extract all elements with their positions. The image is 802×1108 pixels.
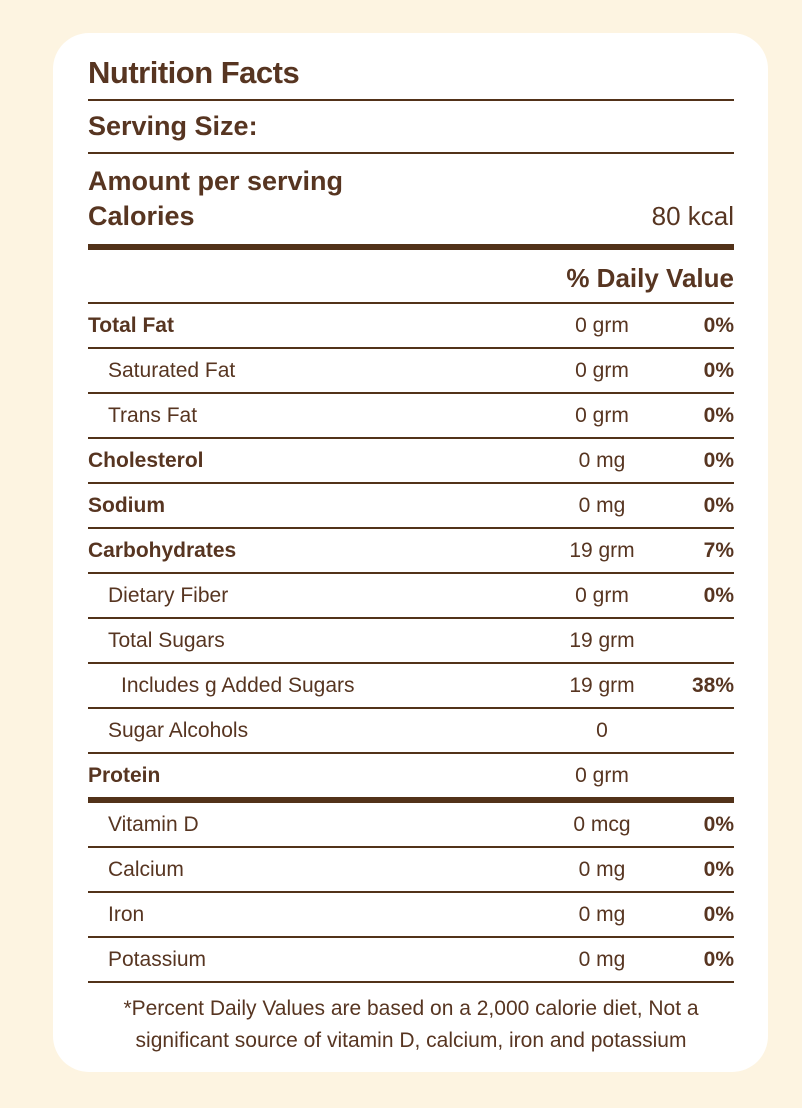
nutrient-amount: 0 grm bbox=[575, 583, 629, 607]
nutrient-row: Vitamin D 0 mcg 0% bbox=[88, 803, 734, 848]
nutrient-percent: 0% bbox=[703, 403, 734, 427]
nutrient-label: Cholesterol bbox=[88, 448, 204, 472]
nutrient-label: Carbohydrates bbox=[88, 538, 237, 562]
nutrient-row: Sodium 0 mg 0% bbox=[88, 484, 734, 529]
nutrient-amount: 19 grm bbox=[569, 628, 635, 652]
nutrient-label: Trans Fat bbox=[108, 403, 198, 427]
nutrient-percent: 38% bbox=[691, 673, 734, 697]
nutrient-amount: 0 bbox=[596, 718, 608, 742]
nutrient-row: Iron 0 mg 0% bbox=[88, 893, 734, 938]
nutrient-label: Dietary Fiber bbox=[108, 583, 229, 607]
nutrient-amount: 0 grm bbox=[575, 403, 629, 427]
daily-value-header: % Daily Value bbox=[88, 250, 734, 304]
nutrient-amount: 0 mg bbox=[578, 857, 626, 881]
nutrient-label: Iron bbox=[108, 902, 145, 926]
nutrient-label: Calcium bbox=[108, 857, 184, 881]
thick-divider-top bbox=[88, 244, 734, 250]
nutrient-percent: 0% bbox=[703, 493, 734, 517]
nutrient-amount: 19 grm bbox=[569, 673, 635, 697]
serving-size-label: Serving Size: bbox=[88, 101, 734, 154]
nutrient-row: Total Fat 0 grm 0% bbox=[88, 304, 734, 349]
nutrient-row: Total Sugars 19 grm bbox=[88, 619, 734, 664]
nutrient-label: Saturated Fat bbox=[108, 358, 236, 382]
nutrient-percent: 0% bbox=[703, 358, 734, 382]
nutrient-row: Saturated Fat 0 grm 0% bbox=[88, 349, 734, 394]
nutrient-label: Sodium bbox=[88, 493, 165, 517]
nutrient-row: Carbohydrates 19 grm 7% bbox=[88, 529, 734, 574]
nutrient-row: Cholesterol 0 mg 0% bbox=[88, 439, 734, 484]
nutrient-amount: 0 mg bbox=[578, 947, 626, 971]
nutrient-label: Potassium bbox=[108, 947, 207, 971]
nutrient-label: Total Sugars bbox=[108, 628, 225, 652]
nutrient-label: Vitamin D bbox=[108, 812, 199, 836]
amount-per-serving-label: Amount per serving bbox=[88, 166, 344, 196]
nutrient-row: Includes g Added Sugars 19 grm 38% bbox=[88, 664, 734, 709]
nutrient-row: Potassium 0 mg 0% bbox=[88, 938, 734, 983]
nutrient-amount: 0 mg bbox=[578, 493, 626, 517]
nutrient-label: Includes g Added Sugars bbox=[121, 673, 355, 697]
nutrient-label: Total Fat bbox=[88, 313, 174, 337]
nutrient-percent: 0% bbox=[703, 857, 734, 881]
nutrient-percent: 0% bbox=[703, 583, 734, 607]
footnote-text: *Percent Daily Values are based on a 2,0… bbox=[123, 997, 699, 1052]
nutrient-percent: 0% bbox=[703, 313, 734, 337]
nutrient-percent: 0% bbox=[703, 448, 734, 472]
nutrient-row: Dietary Fiber 0 grm 0% bbox=[88, 574, 734, 619]
nutrient-amount: 0 mcg bbox=[573, 812, 631, 836]
nutrient-amount: 0 grm bbox=[575, 313, 629, 337]
nutrient-amount: 0 grm bbox=[575, 763, 629, 787]
nutrient-amount: 0 mg bbox=[578, 902, 626, 926]
nutrient-label: Protein bbox=[88, 763, 161, 787]
nutrient-row: Calcium 0 mg 0% bbox=[88, 848, 734, 893]
nutrient-percent: 0% bbox=[703, 812, 734, 836]
nutrient-percent: 7% bbox=[703, 538, 734, 562]
nutrient-amount: 0 mg bbox=[578, 448, 626, 472]
nutrient-row: Sugar Alcohols 0 bbox=[88, 709, 734, 754]
nutrition-facts-card: Nutrition Facts Serving Size: Amount per… bbox=[53, 33, 768, 1072]
calories-row: Calories 80 kcal bbox=[88, 198, 734, 244]
nutrient-label: Sugar Alcohols bbox=[108, 718, 249, 742]
nutrient-percent: 0% bbox=[703, 947, 734, 971]
nutrient-rows: Total Fat 0 grm 0% Saturated Fat 0 grm 0… bbox=[88, 304, 734, 983]
nutrient-amount: 19 grm bbox=[569, 538, 635, 562]
calories-label: Calories bbox=[88, 201, 195, 231]
nutrient-row: Protein 0 grm bbox=[88, 754, 734, 803]
nutrient-row: Trans Fat 0 grm 0% bbox=[88, 394, 734, 439]
calories-value: 80 kcal bbox=[651, 201, 734, 231]
nutrient-amount: 0 grm bbox=[575, 358, 629, 382]
nutrient-percent: 0% bbox=[703, 902, 734, 926]
nutrition-facts-title: Nutrition Facts bbox=[88, 33, 734, 101]
